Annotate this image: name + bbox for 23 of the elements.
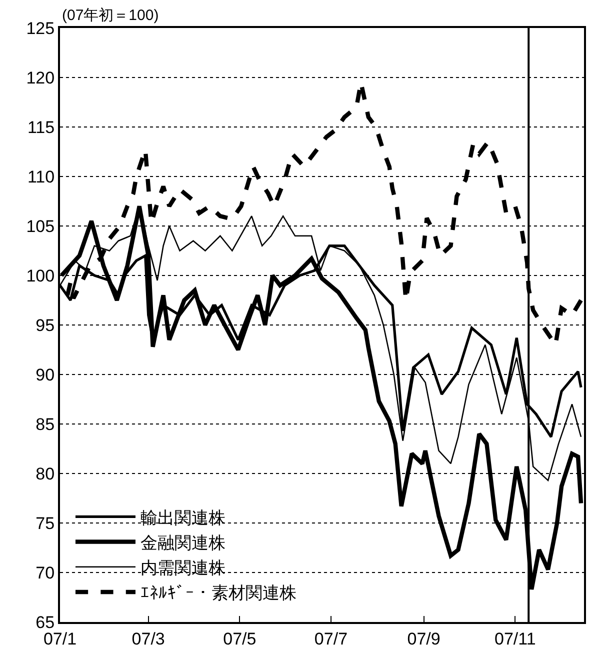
y-tick-label: 105	[26, 216, 55, 236]
y-tick-label: 95	[36, 316, 55, 335]
x-tick-label: 07/9	[407, 629, 440, 648]
legend-label: ｴﾈﾙｷﾞｰ・素材関連株	[140, 584, 296, 603]
legend-label: 内需関連株	[140, 558, 226, 578]
y-tick-label: 80	[36, 464, 55, 484]
y-tick-label: 75	[36, 514, 55, 533]
y-tick-label: 115	[27, 118, 55, 137]
legend-label: 金融関連株	[140, 533, 226, 552]
x-tick-label: 07/3	[132, 629, 165, 648]
y-tick-label: 65	[36, 612, 55, 632]
y-tick-label: 100	[26, 266, 55, 286]
y-tick-label: 125	[26, 18, 55, 38]
x-tick-label: 07/5	[223, 629, 256, 648]
x-tick-label: 07/1	[43, 629, 77, 648]
y-tick-label: 90	[36, 365, 55, 384]
x-tick-label: 07/7	[314, 629, 348, 648]
y-axis-title: (07年初＝100)	[62, 7, 159, 24]
y-tick-label: 70	[36, 563, 55, 582]
y-tick-label: 120	[26, 68, 55, 88]
y-tick-label: 110	[27, 167, 55, 186]
y-tick-label: 85	[36, 414, 55, 434]
x-tick-label: 07/11	[494, 629, 536, 648]
